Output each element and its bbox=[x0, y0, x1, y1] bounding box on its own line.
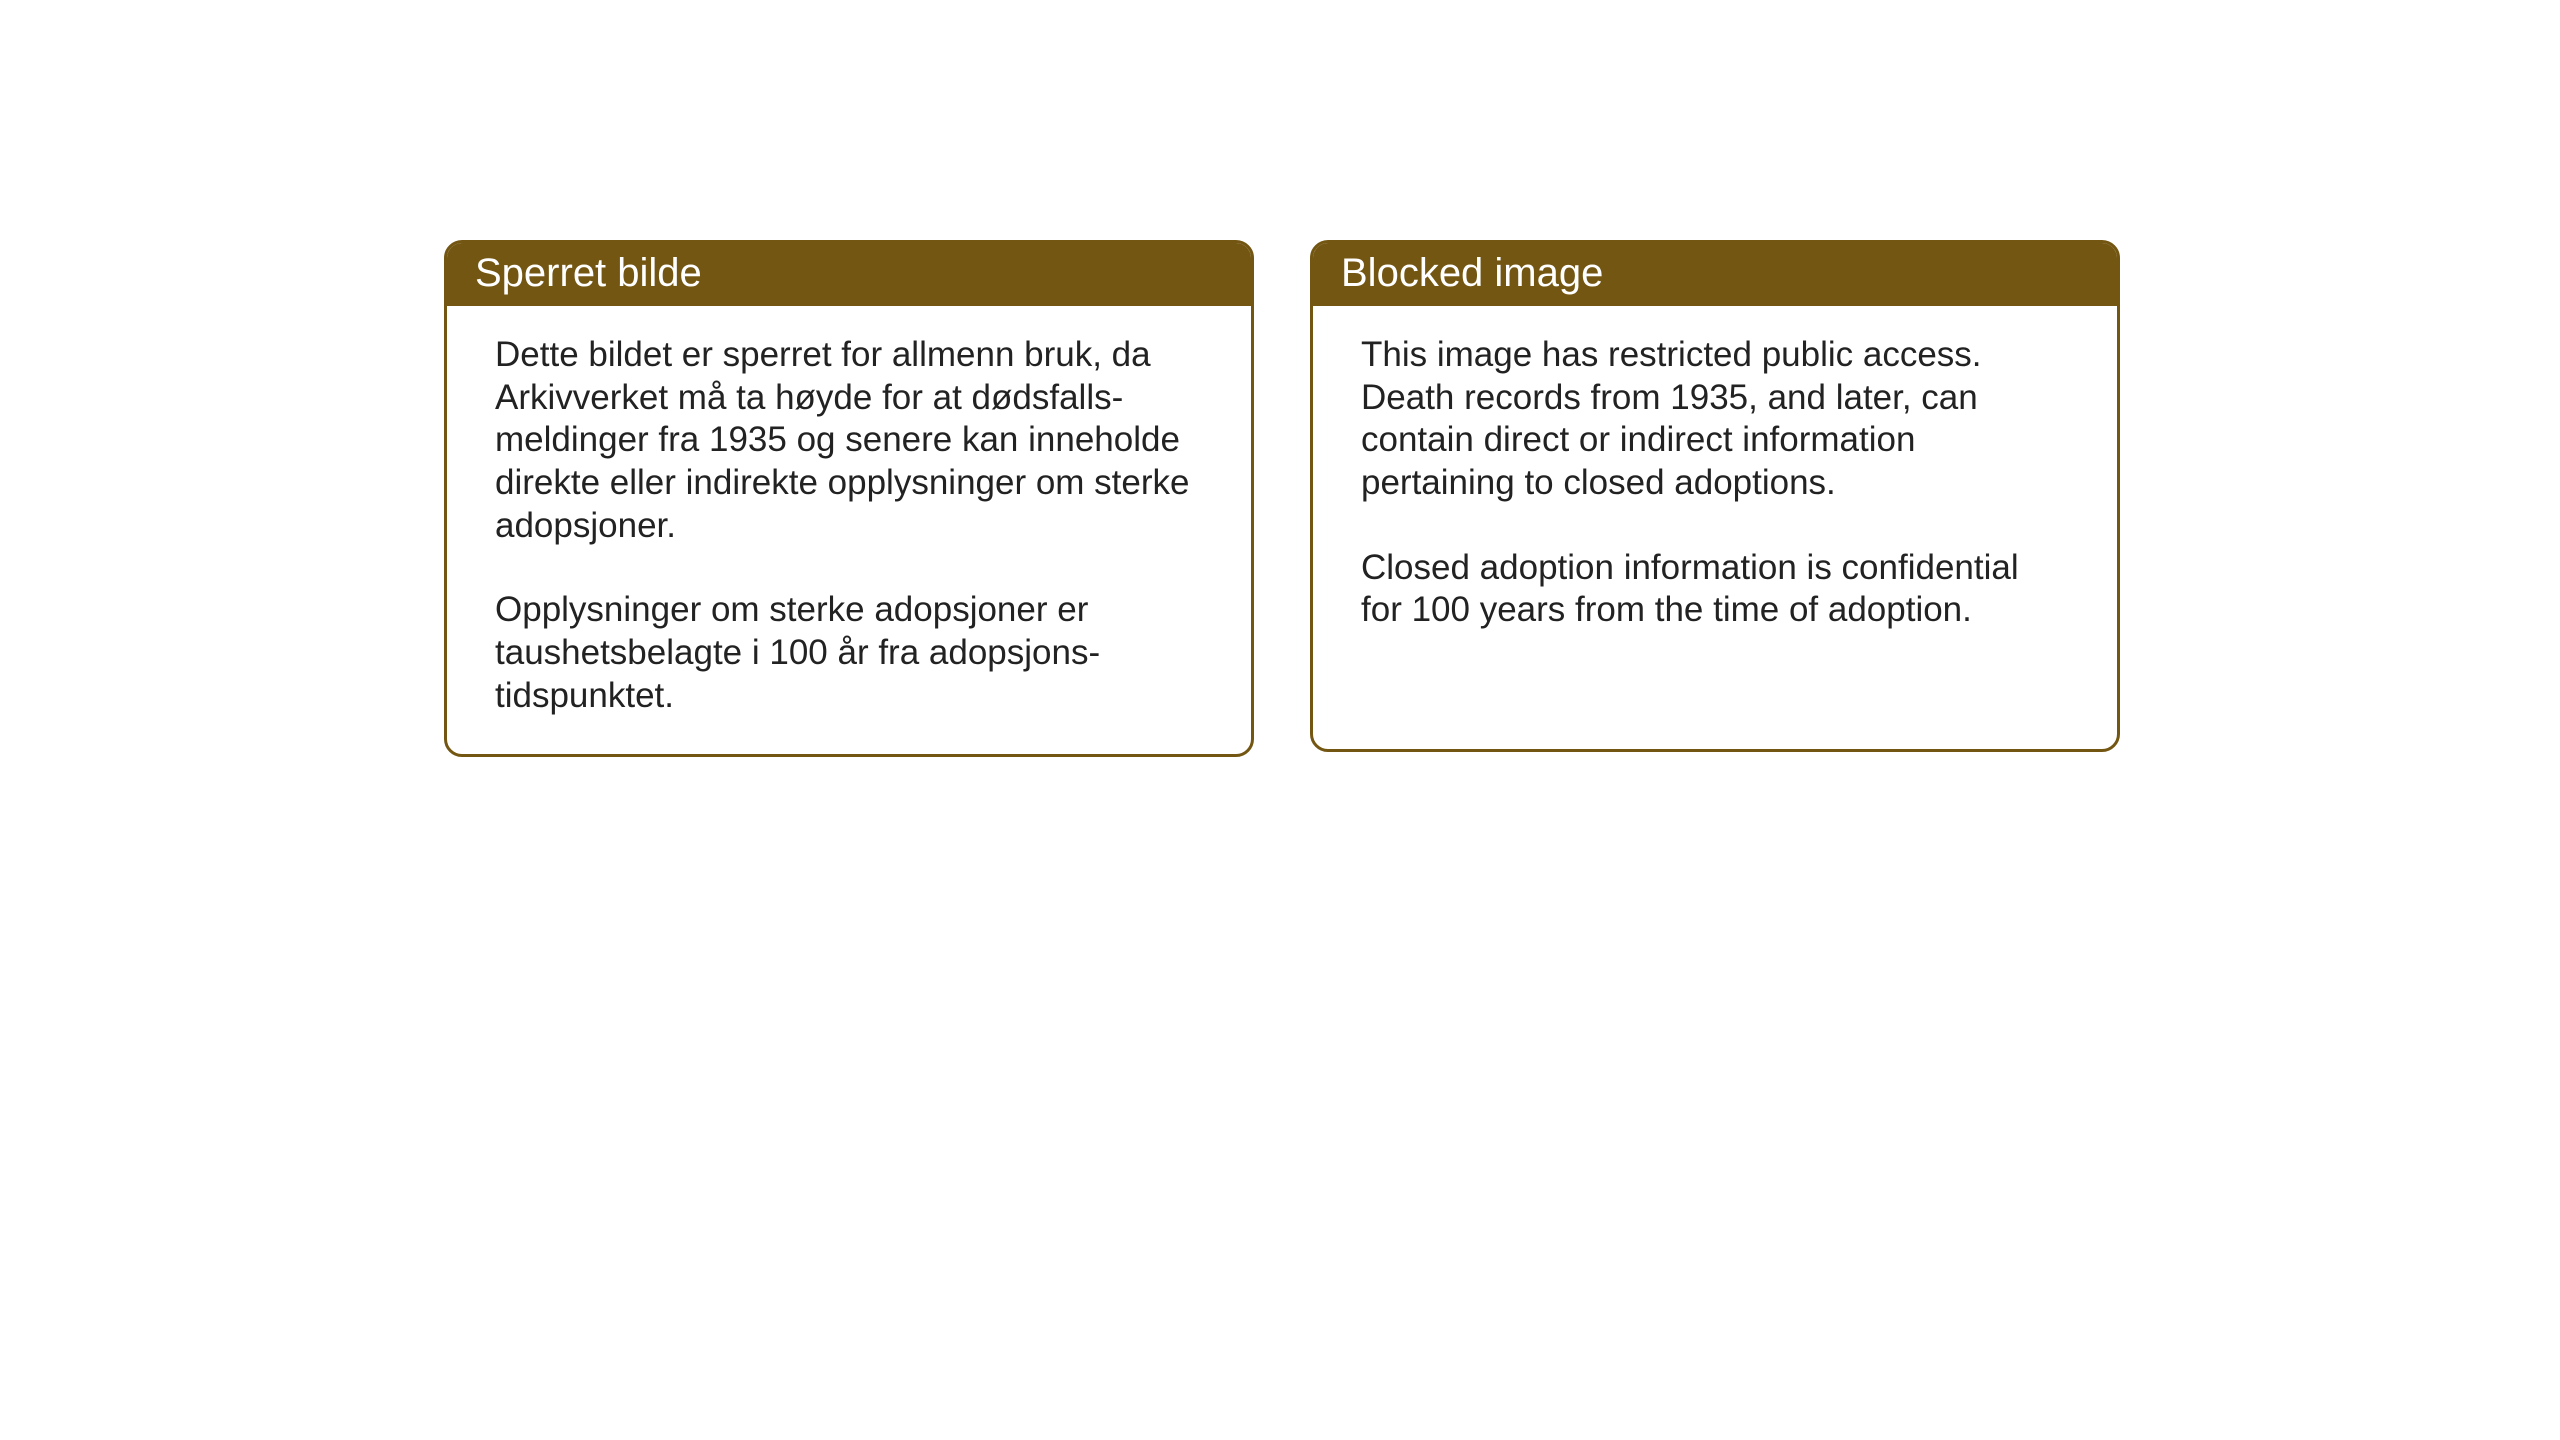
card-paragraph-1-norwegian: Dette bildet er sperret for allmenn bruk… bbox=[495, 334, 1203, 547]
card-body-english: This image has restricted public access.… bbox=[1313, 306, 2117, 668]
card-paragraph-1-english: This image has restricted public access.… bbox=[1361, 334, 2069, 505]
card-paragraph-2-english: Closed adoption information is confident… bbox=[1361, 547, 2069, 632]
notice-card-norwegian: Sperret bilde Dette bildet er sperret fo… bbox=[444, 240, 1254, 757]
card-header-norwegian: Sperret bilde bbox=[447, 243, 1251, 306]
notice-card-container: Sperret bilde Dette bildet er sperret fo… bbox=[444, 240, 2120, 757]
card-body-norwegian: Dette bildet er sperret for allmenn bruk… bbox=[447, 306, 1251, 754]
notice-card-english: Blocked image This image has restricted … bbox=[1310, 240, 2120, 752]
card-header-english: Blocked image bbox=[1313, 243, 2117, 306]
card-paragraph-2-norwegian: Opplysninger om sterke adopsjoner er tau… bbox=[495, 589, 1203, 717]
